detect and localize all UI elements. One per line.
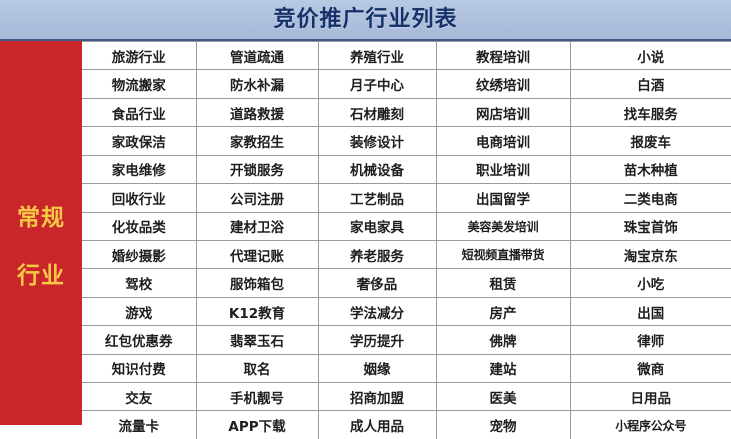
industry-cell[interactable]: 红包优惠券 [82, 325, 197, 355]
industry-cell[interactable]: 律师 [569, 325, 731, 355]
industry-cell[interactable]: 学法减分 [317, 296, 437, 327]
industry-cell[interactable]: 服饰箱包 [195, 268, 319, 298]
table-row: 家政保洁 家教招生 装修设计 电商培训 报废车 [82, 126, 731, 156]
industry-cell[interactable]: 开锁服务 [195, 154, 319, 185]
industry-cell[interactable]: 装修设计 [317, 126, 437, 156]
industry-cell[interactable]: 化妆品类 [82, 211, 197, 241]
table-row: 化妆品类 建材卫浴 家电家具 美容美发培训 珠宝首饰 [82, 211, 731, 241]
industry-cell[interactable]: 房产 [435, 296, 571, 327]
industry-cell[interactable]: 租赁 [435, 268, 571, 298]
table-row: 红包优惠券 翡翠玉石 学历提升 佛牌 律师 [82, 325, 731, 355]
industry-cell[interactable]: 游戏 [82, 296, 197, 327]
industry-cell[interactable]: 珠宝首饰 [569, 211, 731, 241]
industry-cell[interactable]: 美容美发培训 [435, 211, 571, 241]
industry-cell[interactable]: 驾校 [82, 268, 197, 298]
industry-table: 旅游行业 管道疏通 养殖行业 教程培训 小说 物流搬家 防水补漏 月子中心 纹绣培训 白酒 食品行业… [82, 40, 731, 439]
industry-cell[interactable]: 白酒 [569, 69, 731, 99]
industry-cell[interactable]: 家电维修 [82, 154, 197, 185]
title-band: 竞价推广行业列表 [0, 0, 731, 41]
industry-cell[interactable]: 家电家具 [317, 211, 437, 241]
industry-cell[interactable]: 知识付费 [82, 353, 197, 384]
category-label-line-2: 行业 [17, 263, 65, 290]
industry-cell[interactable]: 旅游行业 [82, 40, 197, 71]
industry-cell[interactable]: 招商加盟 [317, 382, 437, 412]
industry-cell[interactable]: 微商 [569, 353, 731, 384]
industry-cell[interactable]: 日用品 [569, 382, 731, 412]
industry-cell[interactable]: 教程培训 [435, 40, 571, 71]
industry-cell[interactable]: 防水补漏 [195, 69, 319, 99]
industry-cell[interactable]: 淘宝京东 [569, 239, 731, 270]
industry-cell[interactable]: 家政保洁 [82, 126, 197, 156]
industry-cell[interactable]: 机械设备 [317, 154, 437, 185]
table-row: 回收行业 公司注册 工艺制品 出国留学 二类电商 [82, 183, 731, 213]
industry-cell[interactable]: 交友 [82, 382, 197, 412]
table-row: 食品行业 道路救援 石材雕刻 网店培训 找车服务 [82, 97, 731, 128]
table-row: 游戏 K12教育 学法减分 房产 出国 [82, 296, 731, 327]
industry-cell[interactable]: 纹绣培训 [435, 69, 571, 99]
industry-cell[interactable]: 养老服务 [317, 239, 437, 270]
industry-table-container: 旅游行业 管道疏通 养殖行业 教程培训 小说 物流搬家 防水补漏 月子中心 纹绣培训 白酒 食品行业… [82, 40, 731, 439]
industry-cell[interactable]: 小吃 [569, 268, 731, 298]
industry-cell[interactable]: 出国留学 [435, 183, 571, 213]
industry-cell[interactable]: 找车服务 [569, 97, 731, 128]
industry-cell[interactable]: 姻缘 [317, 353, 437, 384]
industry-cell[interactable]: 二类电商 [569, 183, 731, 213]
industry-cell[interactable]: 建材卫浴 [195, 211, 319, 241]
table-row: 婚纱摄影 代理记账 养老服务 短视频直播带货 淘宝京东 [82, 239, 731, 270]
table-row: 知识付费 取名 姻缘 建站 微商 [82, 353, 731, 384]
industry-cell[interactable]: 婚纱摄影 [82, 239, 197, 270]
industry-cell[interactable]: 学历提升 [317, 325, 437, 355]
industry-cell[interactable]: 道路救援 [195, 97, 319, 128]
industry-cell[interactable]: 报废车 [569, 126, 731, 156]
industry-cell[interactable]: K12教育 [195, 296, 319, 327]
industry-cell[interactable]: 代理记账 [195, 239, 319, 270]
table-row: 物流搬家 防水补漏 月子中心 纹绣培训 白酒 [82, 69, 731, 99]
table-row: 驾校 服饰箱包 奢侈品 租赁 小吃 [82, 268, 731, 298]
industry-cell[interactable]: 建站 [435, 353, 571, 384]
industry-cell[interactable]: 奢侈品 [317, 268, 437, 298]
table-row: 旅游行业 管道疏通 养殖行业 教程培训 小说 [82, 40, 731, 71]
industry-cell[interactable]: 医美 [435, 382, 571, 412]
industry-cell[interactable]: 电商培训 [435, 126, 571, 156]
category-label-text: 常规 行业 [17, 174, 65, 292]
industry-cell[interactable]: 管道疏通 [195, 40, 319, 71]
industry-cell[interactable]: 手机靓号 [195, 382, 319, 412]
industry-cell[interactable]: 家教招生 [195, 126, 319, 156]
industry-cell[interactable]: 回收行业 [82, 183, 197, 213]
page-title: 竞价推广行业列表 [273, 7, 458, 32]
industry-cell[interactable]: 出国 [569, 296, 731, 327]
industry-cell[interactable]: 养殖行业 [317, 40, 437, 71]
industry-cell[interactable]: 公司注册 [195, 183, 319, 213]
industry-cell[interactable]: 工艺制品 [317, 183, 437, 213]
industry-cell[interactable]: 佛牌 [435, 325, 571, 355]
industry-cell[interactable]: 短视频直播带货 [435, 239, 571, 270]
industry-cell[interactable]: 食品行业 [82, 97, 197, 128]
category-label-column: 常规 行业 [0, 41, 82, 425]
industry-cell[interactable]: 月子中心 [317, 69, 437, 99]
industry-cell[interactable]: 苗木种植 [569, 154, 731, 185]
table-row: 家电维修 开锁服务 机械设备 职业培训 苗木种植 [82, 154, 731, 185]
industry-table-body: 旅游行业 管道疏通 养殖行业 教程培训 小说 物流搬家 防水补漏 月子中心 纹绣培训 白酒 食品行业… [82, 40, 731, 439]
industry-cell[interactable]: 取名 [195, 353, 319, 384]
industry-cell[interactable]: 石材雕刻 [317, 97, 437, 128]
industry-cell[interactable]: 翡翠玉石 [195, 325, 319, 355]
industry-cell[interactable]: 物流搬家 [82, 69, 197, 99]
industry-cell[interactable]: 小说 [569, 40, 731, 71]
table-row: 交友 手机靓号 招商加盟 医美 日用品 [82, 382, 731, 412]
category-label-line-1: 常规 [17, 204, 65, 231]
industry-cell[interactable]: 职业培训 [435, 154, 571, 185]
industry-cell[interactable]: 网店培训 [435, 97, 571, 128]
